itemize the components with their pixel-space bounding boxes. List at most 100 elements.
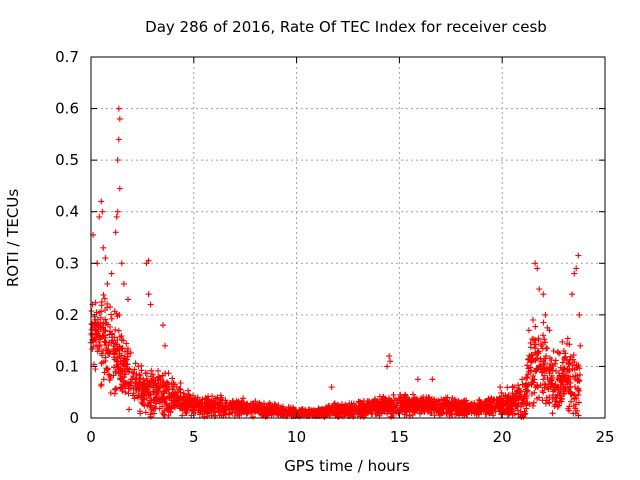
data-point	[546, 327, 553, 334]
data-point	[114, 157, 121, 164]
data-point	[333, 405, 340, 412]
data-point	[145, 380, 151, 387]
data-point	[562, 377, 569, 383]
data-point	[559, 367, 566, 374]
data-point	[160, 394, 167, 401]
data-point	[374, 398, 381, 405]
data-point	[575, 385, 582, 392]
data-point	[549, 372, 555, 379]
data-point	[100, 376, 107, 383]
data-point	[208, 400, 214, 407]
data-point	[448, 398, 455, 405]
data-point	[102, 255, 109, 262]
data-point	[205, 397, 212, 404]
data-point	[137, 410, 144, 417]
data-point	[570, 352, 577, 359]
data-point	[332, 410, 338, 417]
data-point	[568, 398, 574, 405]
data-point	[198, 405, 205, 412]
data-point	[435, 397, 442, 404]
data-point	[98, 308, 104, 315]
data-point	[340, 408, 347, 415]
data-point	[556, 377, 563, 383]
data-point	[457, 408, 464, 415]
data-point	[566, 341, 573, 348]
data-point	[504, 384, 511, 391]
data-point	[528, 358, 535, 365]
data-point	[249, 413, 256, 420]
data-point	[524, 387, 531, 394]
data-point	[541, 384, 548, 391]
data-point	[166, 394, 173, 401]
data-point	[523, 375, 529, 382]
data-point	[240, 395, 247, 402]
data-point	[504, 394, 511, 401]
data-point	[512, 391, 519, 398]
data-point	[187, 396, 194, 403]
data-point	[97, 382, 104, 389]
data-point	[143, 375, 150, 382]
data-point	[237, 401, 244, 408]
data-point	[92, 316, 99, 323]
data-point	[199, 399, 206, 405]
data-point	[109, 334, 116, 341]
data-point	[122, 348, 128, 355]
data-point	[525, 356, 531, 363]
data-point	[348, 409, 355, 416]
x-tick-label: 15	[390, 428, 409, 446]
data-point	[118, 260, 125, 267]
data-point	[508, 400, 514, 406]
data-point	[498, 389, 505, 396]
data-point	[229, 398, 236, 405]
data-point	[104, 280, 111, 287]
data-point	[426, 404, 433, 411]
axis-ticks: 0 5 10 15 20 25 0 0.1 0.2 0.3 0.4 0.5 0.6 0.7	[55, 48, 614, 446]
data-point	[559, 373, 566, 380]
data-point	[403, 412, 410, 418]
data-point	[174, 398, 181, 405]
data-point	[399, 395, 406, 401]
data-point	[89, 346, 96, 352]
data-point	[486, 401, 493, 408]
data-point	[523, 380, 530, 387]
data-point	[569, 291, 576, 298]
data-point	[126, 381, 133, 388]
data-point	[542, 311, 549, 318]
data-point	[546, 394, 553, 401]
data-point	[532, 384, 539, 391]
data-point	[382, 399, 389, 406]
data-point	[156, 405, 163, 412]
data-point	[173, 383, 180, 390]
data-point	[208, 412, 215, 419]
data-point	[160, 322, 166, 329]
data-point	[523, 405, 530, 412]
data-point	[214, 394, 221, 401]
data-point	[552, 381, 559, 387]
data-point	[125, 390, 132, 397]
data-point	[88, 326, 95, 333]
data-point	[552, 360, 558, 367]
data-point	[487, 408, 494, 415]
data-point	[228, 401, 235, 408]
data-point	[156, 398, 163, 405]
data-point	[420, 406, 427, 412]
data-point	[547, 367, 554, 373]
data-point	[201, 406, 208, 413]
data-point	[358, 399, 364, 406]
data-point	[559, 338, 566, 345]
data-point	[98, 198, 105, 205]
data-point	[442, 402, 449, 409]
data-point	[100, 320, 107, 327]
data-point	[127, 349, 134, 356]
data-point	[524, 362, 531, 369]
data-point	[226, 406, 233, 413]
data-point	[159, 372, 166, 379]
data-point	[497, 384, 504, 391]
data-point	[115, 327, 122, 334]
data-point	[576, 311, 583, 318]
data-point	[475, 407, 482, 414]
data-point	[130, 373, 137, 379]
data-point	[107, 390, 114, 396]
data-point	[140, 392, 147, 399]
data-point	[112, 229, 119, 236]
